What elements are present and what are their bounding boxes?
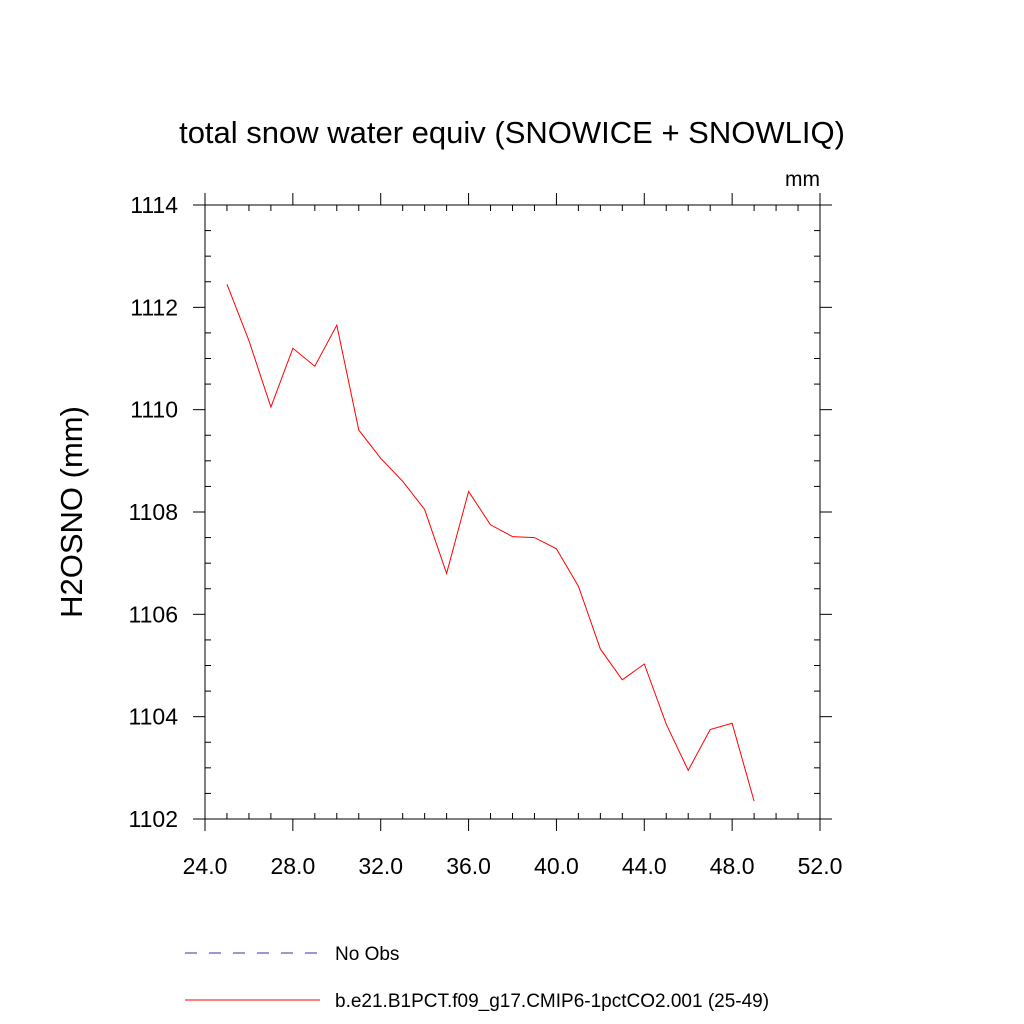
x-tick-label: 44.0: [622, 853, 667, 879]
plot-frame: [204, 204, 821, 820]
y-tick-label: 1104: [129, 704, 179, 730]
x-tick-label: 40.0: [534, 853, 579, 879]
x-tick-label: 28.0: [270, 853, 315, 879]
y-tick-label: 1114: [130, 192, 178, 218]
series-lines: [226, 284, 755, 802]
legend-label: b.e21.B1PCT.f09_g17.CMIP6-1pctCO2.001 (2…: [335, 991, 769, 1012]
legend-label: No Obs: [335, 944, 399, 965]
x-tick-label: 52.0: [798, 853, 843, 879]
y-tick-label: 1108: [129, 499, 178, 525]
units-label: mm: [785, 168, 820, 191]
axis-ticks: [193, 193, 832, 831]
plot-area: [193, 193, 832, 831]
x-tick-label: 36.0: [446, 853, 491, 879]
x-tick-label: 32.0: [358, 853, 403, 879]
legend: No Obs b.e21.B1PCT.f09_g17.CMIP6-1pctCO2.…: [185, 944, 769, 1012]
y-tick-label: 1102: [129, 806, 178, 832]
y-axis-label: H2OSNO (mm): [54, 406, 89, 618]
x-tick-label: 24.0: [183, 853, 228, 879]
series-line: [226, 284, 755, 802]
y-tick-label: 1106: [129, 601, 178, 627]
x-tick-label: 48.0: [710, 853, 755, 879]
chart-title: total snow water equiv (SNOWICE + SNOWLI…: [179, 115, 845, 150]
tick-labels: 24.0 28.0 32.0 36.0 40.0 44.0 48.0 52.0 1102 1104…: [129, 192, 843, 879]
y-tick-label: 1112: [130, 294, 178, 320]
y-tick-label: 1110: [130, 397, 178, 423]
